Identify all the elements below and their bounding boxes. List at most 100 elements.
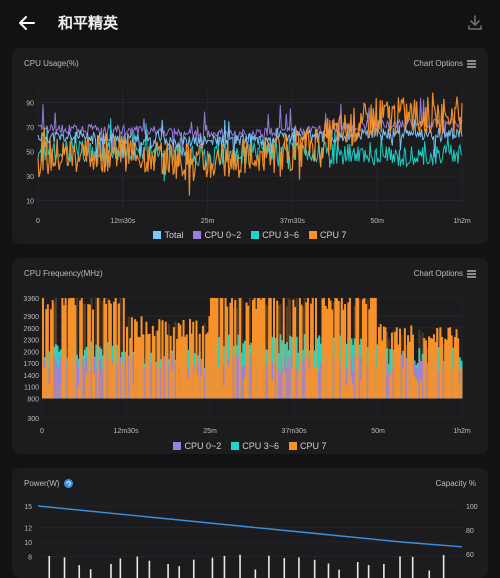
freq-bar-cpu-7	[458, 382, 461, 399]
y-tick-label-right: 60	[466, 552, 474, 559]
legend-item[interactable]: CPU 0~2	[193, 230, 241, 240]
freq-bar-cpu-0-2	[119, 357, 122, 399]
cpu-usage-legend: Total CPU 0~2 CPU 3~6 CPU 7	[12, 230, 488, 240]
x-tick-label: 25m	[203, 428, 217, 435]
freq-bar-cpu-7	[340, 298, 343, 399]
freq-bar-cpu-7	[109, 303, 112, 399]
freq-bar-cpu-0-2	[240, 365, 243, 399]
freq-bar-cpu-7	[450, 335, 453, 399]
freq-bar-cpu-7	[56, 381, 59, 399]
freq-bar-cpu-7	[361, 299, 364, 399]
freq-bar-cpu-7	[116, 304, 119, 399]
y-tick-label: 70	[26, 125, 34, 132]
legend-item[interactable]: CPU 3~6	[231, 441, 279, 451]
freq-bar-cpu-7	[407, 335, 410, 399]
legend-item[interactable]: CPU 7	[309, 230, 347, 240]
freq-bar-cpu-7	[345, 384, 348, 399]
power-bar	[442, 554, 445, 578]
freq-bar-cpu-0-2	[232, 356, 235, 399]
freq-bar-cpu-7	[313, 366, 316, 399]
legend-swatch	[309, 231, 318, 239]
freq-bar-cpu-0-2	[264, 364, 267, 399]
series-line-cpu-7	[37, 92, 463, 196]
freq-bar-cpu-7	[92, 309, 95, 399]
legend-item[interactable]: CPU 0~2	[173, 441, 221, 451]
freq-bar-cpu-0-2	[58, 367, 61, 399]
freq-bar-cpu-7	[298, 298, 301, 399]
y-tick-label-left: 8	[28, 554, 32, 561]
cpu-usage-chart-options[interactable]: Chart Options	[414, 59, 476, 68]
freq-bar-cpu-0-2	[405, 358, 408, 399]
freq-bar-cpu-7	[61, 298, 64, 399]
freq-bar-cpu-7	[177, 322, 180, 399]
freq-bar-cpu-7	[449, 327, 452, 399]
freq-bar-cpu-7	[378, 327, 381, 399]
freq-bar-cpu-7	[455, 329, 458, 399]
x-tick-label: 37m30s	[282, 428, 307, 435]
freq-bar-cpu-7	[82, 303, 85, 399]
freq-bar-cpu-7	[98, 298, 101, 399]
freq-bar-cpu-0-2	[82, 356, 85, 399]
capacity-label: Capacity %	[435, 479, 476, 488]
legend-label: CPU 0~2	[204, 230, 242, 240]
freq-bar-cpu-7	[227, 365, 230, 399]
cpu-frequency-chart-options[interactable]: Chart Options	[414, 269, 476, 278]
freq-bar-cpu-7	[355, 298, 358, 399]
x-tick-label: 50m	[371, 428, 385, 435]
download-button[interactable]	[466, 14, 486, 34]
refresh-icon[interactable]	[63, 479, 73, 488]
freq-bar-cpu-7	[269, 298, 272, 399]
freq-bar-cpu-7	[360, 379, 363, 399]
freq-bar-cpu-7	[163, 371, 166, 399]
freq-bar-cpu-7	[429, 337, 432, 399]
freq-bar-cpu-0-2	[132, 354, 135, 399]
freq-bar-cpu-7	[261, 298, 264, 399]
power-bar	[428, 570, 431, 578]
freq-bar-cpu-7	[237, 298, 240, 399]
freq-bar-cpu-0-2	[101, 368, 104, 399]
freq-bar-cpu-7	[318, 384, 321, 399]
power-title: Power(W)	[24, 479, 73, 488]
legend-item[interactable]: CPU 7	[289, 441, 327, 451]
y-tick-label-left: 10	[24, 540, 32, 547]
freq-bar-cpu-7	[452, 370, 455, 399]
freq-bar-cpu-7	[336, 298, 339, 399]
freq-bar-cpu-0-2	[400, 354, 403, 399]
freq-bar-cpu-0-2	[168, 365, 171, 399]
freq-bar-cpu-7	[366, 299, 369, 399]
freq-bar-cpu-0-2	[95, 369, 98, 399]
freq-bar-cpu-7	[403, 328, 406, 399]
freq-bar-cpu-7	[381, 340, 384, 399]
freq-bar-cpu-7	[436, 327, 439, 399]
freq-bar-cpu-7	[187, 377, 190, 399]
freq-bar-cpu-7	[79, 300, 82, 399]
freq-bar-cpu-0-2	[366, 364, 369, 399]
freq-bar-cpu-7	[376, 368, 379, 399]
legend-item[interactable]: Total	[153, 230, 183, 240]
y-tick-label: 2900	[23, 314, 39, 321]
menu-lines-icon	[467, 59, 476, 68]
freq-bar-cpu-7	[148, 333, 151, 399]
freq-bar-cpu-0-2	[56, 364, 59, 399]
legend-item[interactable]: CPU 3~6	[251, 230, 299, 240]
freq-bar-cpu-7	[232, 307, 235, 399]
freq-bar-cpu-7	[327, 298, 330, 399]
freq-bar-cpu-0-2	[84, 365, 87, 399]
x-tick-label: 50m	[370, 218, 384, 225]
y-tick-label-right: 80	[466, 528, 474, 535]
freq-bar-cpu-7	[210, 298, 213, 399]
freq-bar-cpu-7	[431, 338, 434, 399]
freq-bar-cpu-7	[201, 325, 204, 399]
power-bar	[78, 565, 81, 578]
freq-bar-cpu-7	[394, 331, 397, 399]
cpu-frequency-chart: 3360 2900 2600 2300 2000 1700 1400 1100 800 300 0…	[23, 296, 470, 435]
power-bar	[192, 559, 195, 578]
freq-bar-cpu-7	[363, 298, 366, 399]
freq-bar-cpu-7	[418, 329, 421, 399]
freq-bar-cpu-7	[387, 339, 390, 399]
freq-bar-cpu-7	[211, 298, 214, 399]
freq-bar-cpu-7	[402, 368, 405, 399]
back-button[interactable]	[14, 10, 40, 36]
freq-bar-cpu-7	[106, 298, 109, 399]
freq-bar-cpu-7	[58, 386, 61, 399]
